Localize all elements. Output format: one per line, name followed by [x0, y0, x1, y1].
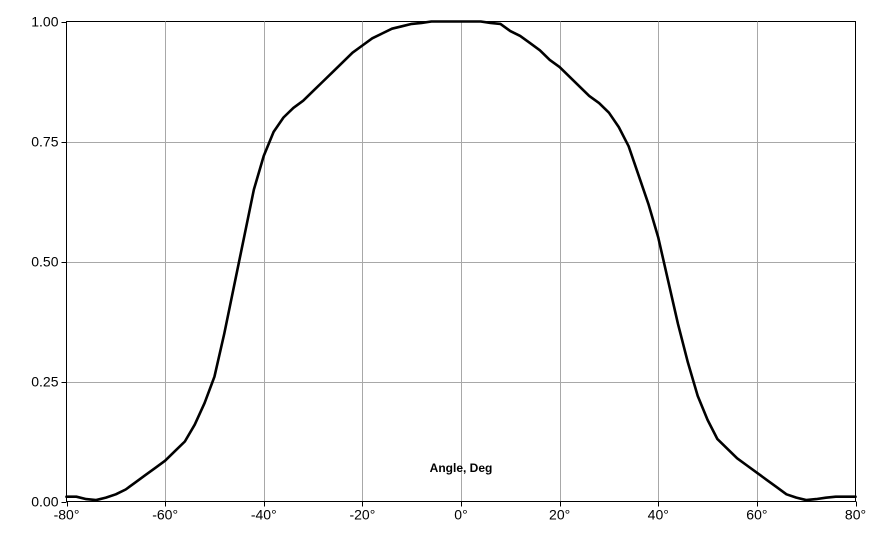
y-tick-label: 0.25 [31, 374, 58, 390]
y-tick-label: 0.75 [31, 134, 58, 150]
gridlines [66, 21, 856, 502]
y-tick-label: 0.50 [31, 254, 58, 270]
x-tick-label: 60° [746, 507, 767, 523]
y-tick-label: 0.00 [31, 494, 58, 510]
x-axis-label: Angle, Deg [430, 461, 493, 475]
x-tick-label: 0° [454, 507, 467, 523]
x-tick-label: -80° [54, 507, 80, 523]
x-tick-label: -40° [251, 507, 277, 523]
y-axis-ticks: 0.00 0.25 0.50 0.75 1.00 [31, 14, 67, 510]
x-tick-label: 80° [845, 507, 866, 523]
series-layer [65, 20, 857, 502]
x-tick-label: -60° [152, 507, 178, 523]
y-tick-label: 1.00 [31, 14, 58, 30]
series-line [65, 20, 857, 502]
x-axis-ticks: -80° -60° -40° -20° 0° 20° 40° 60° 80° [54, 501, 866, 523]
x-tick-label: 40° [648, 507, 669, 523]
x-tick-label: 20° [549, 507, 570, 523]
x-tick-label: -20° [349, 507, 375, 523]
